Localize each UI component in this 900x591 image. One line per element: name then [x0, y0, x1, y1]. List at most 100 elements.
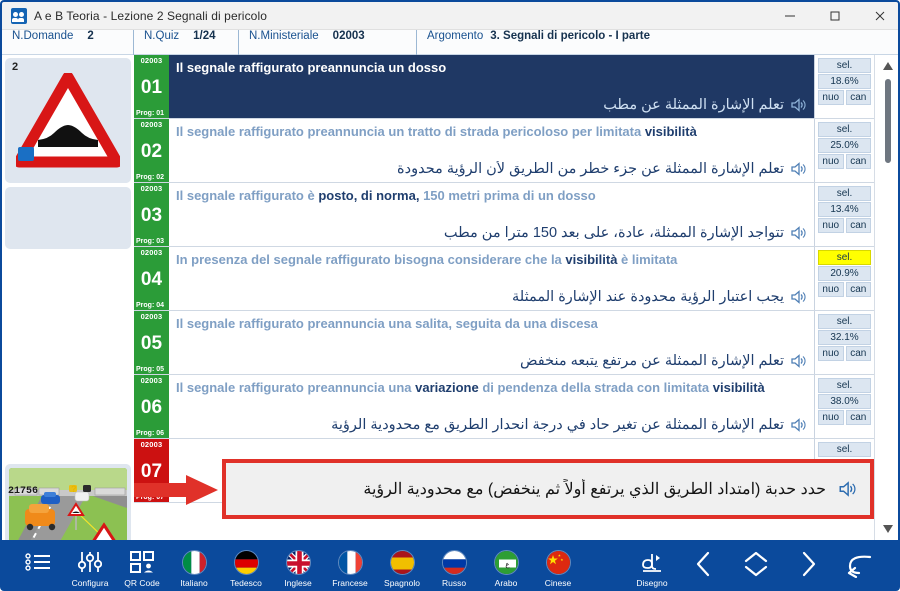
- sliders-icon: [78, 549, 102, 575]
- cancel-button[interactable]: can: [845, 282, 871, 297]
- speaker-icon[interactable]: [790, 161, 806, 177]
- main-area: 2: [2, 55, 898, 561]
- scroll-down-arrow-icon[interactable]: [878, 520, 898, 538]
- toolbar-item-configura[interactable]: Configura: [64, 545, 116, 588]
- translation-box[interactable]: حدد حدبة (امتداد الطريق الذي يرتفع أولاً…: [222, 459, 874, 519]
- stat-sel-label: sel.: [818, 122, 871, 137]
- question-italian: Il segnale raffigurato è posto, di norma…: [176, 188, 786, 204]
- road-sign-card[interactable]: 2: [5, 58, 131, 183]
- table-row[interactable]: 02003 04 Prog: 04 In presenza del segnal…: [134, 247, 874, 311]
- speaker-icon[interactable]: [838, 480, 856, 498]
- toolbar-item-spagnolo[interactable]: Spagnolo: [376, 545, 428, 588]
- next-button[interactable]: [782, 545, 834, 589]
- table-row[interactable]: 02003 01 Prog: 01 Il segnale raffigurato…: [134, 55, 874, 119]
- chevron-updown-icon: [743, 550, 769, 583]
- speaker-icon[interactable]: [790, 353, 806, 369]
- new-button[interactable]: nuo: [818, 218, 844, 233]
- stat-percent: 20.9%: [818, 266, 871, 281]
- scroll-up-arrow-icon[interactable]: [878, 57, 898, 75]
- cancel-button[interactable]: can: [845, 90, 871, 105]
- scrollbar-track[interactable]: [886, 77, 890, 518]
- svg-text:?: ?: [71, 484, 77, 494]
- question-cell[interactable]: Il segnale raffigurato preannuncia una s…: [169, 311, 814, 374]
- stat-percent: 25.0%: [818, 138, 871, 153]
- speaker-icon[interactable]: [790, 225, 806, 241]
- toolbar-item-russo[interactable]: Russo: [428, 545, 480, 588]
- scrollbar-thumb[interactable]: [885, 79, 891, 163]
- question-cell[interactable]: Il segnale raffigurato preannuncia un tr…: [169, 119, 814, 182]
- question-italian: Il segnale raffigurato preannuncia un do…: [176, 60, 786, 76]
- info-value: 02003: [332, 29, 365, 42]
- row-index: 06: [140, 397, 163, 418]
- toolbar-item-disegno[interactable]: Disegno: [626, 545, 678, 588]
- new-button[interactable]: nuo: [818, 90, 844, 105]
- new-button[interactable]: nuo: [818, 410, 844, 425]
- toolbar-label: Configura: [71, 578, 109, 588]
- q-bold: variazione: [415, 380, 479, 395]
- row-index: 01: [140, 77, 163, 98]
- toolbar-label: QR Code: [124, 578, 160, 588]
- question-italian: Il segnale raffigurato preannuncia una v…: [176, 380, 786, 396]
- contacts-icon: [11, 7, 27, 24]
- toolbar-item-cinese[interactable]: Cinese: [532, 545, 584, 588]
- table-row[interactable]: 02003 06 Prog: 06 Il segnale raffigurato…: [134, 375, 874, 439]
- toolbar-item-menu[interactable]: [12, 545, 64, 578]
- updown-button[interactable]: [730, 545, 782, 589]
- row-number-badge: 02003 04 Prog: 04: [134, 247, 169, 310]
- info-value: 1/24: [193, 29, 216, 42]
- cancel-button[interactable]: can: [845, 346, 871, 361]
- toolbar-item-inglese[interactable]: Inglese: [272, 545, 324, 588]
- speaker-icon[interactable]: [790, 289, 806, 305]
- toolbar-item-tedesco[interactable]: Tedesco: [220, 545, 272, 588]
- toolbar-left-group: Configura QR Code: [2, 545, 584, 588]
- stat-sel-label: sel.: [818, 378, 871, 393]
- new-button[interactable]: nuo: [818, 282, 844, 297]
- new-button[interactable]: nuo: [818, 154, 844, 169]
- toolbar-label: Spagnolo: [384, 578, 420, 588]
- toolbar-item-francese[interactable]: Francese: [324, 545, 376, 588]
- row-stats: sel. 32.1% nuo can: [814, 311, 874, 374]
- vertical-scrollbar[interactable]: [874, 55, 898, 540]
- row-code: 02003: [140, 248, 163, 257]
- stat-sel-label: sel.: [818, 442, 871, 457]
- row-index: 05: [140, 333, 163, 354]
- sign-number: 2: [12, 61, 19, 73]
- new-button[interactable]: nuo: [818, 346, 844, 361]
- stat-buttons: nuo can: [818, 218, 871, 233]
- row-code: 02003: [140, 440, 163, 449]
- minimize-button[interactable]: [767, 2, 812, 30]
- speaker-icon[interactable]: [790, 417, 806, 433]
- row-number-badge: 02003 01 Prog: 01: [134, 55, 169, 118]
- row-code: 02003: [140, 120, 163, 129]
- close-button[interactable]: [857, 2, 898, 30]
- chevron-left-icon: [694, 550, 714, 583]
- red-arrow-icon: [134, 475, 218, 505]
- flag-arabic-icon: ع: [493, 549, 519, 575]
- question-cell[interactable]: Il segnale raffigurato preannuncia un do…: [169, 55, 814, 118]
- table-row[interactable]: 02003 02 Prog: 02 Il segnale raffigurato…: [134, 119, 874, 183]
- question-italian: Il segnale raffigurato preannuncia un tr…: [176, 124, 786, 140]
- question-cell[interactable]: Il segnale raffigurato preannuncia una v…: [169, 375, 814, 438]
- question-cell[interactable]: Il segnale raffigurato è posto, di norma…: [169, 183, 814, 246]
- stat-buttons: nuo can: [818, 282, 871, 297]
- table-row[interactable]: 02003 03 Prog: 03 Il segnale raffigurato…: [134, 183, 874, 247]
- toolbar-item-qrcode[interactable]: QR Code: [116, 545, 168, 588]
- maximize-button[interactable]: [812, 2, 857, 30]
- toolbar-label: Inglese: [284, 578, 312, 588]
- toolbar-item-arabo[interactable]: ع Arabo: [480, 545, 532, 588]
- flag-china-icon: [545, 549, 571, 575]
- speaker-icon[interactable]: [790, 97, 806, 113]
- q-bold: visibilità: [565, 252, 618, 267]
- cancel-button[interactable]: can: [845, 410, 871, 425]
- toolbar-item-italiano[interactable]: Italiano: [168, 545, 220, 588]
- question-cell[interactable]: In presenza del segnale raffigurato biso…: [169, 247, 814, 310]
- cancel-button[interactable]: can: [845, 154, 871, 169]
- cancel-button[interactable]: can: [845, 218, 871, 233]
- table-row[interactable]: 02003 05 Prog: 05 Il segnale raffigurato…: [134, 311, 874, 375]
- question-italian: Il segnale raffigurato preannuncia una s…: [176, 316, 786, 332]
- back-button[interactable]: [834, 545, 886, 589]
- left-panel: 2: [2, 55, 134, 561]
- info-label: N.Quiz: [144, 29, 180, 42]
- prev-button[interactable]: [678, 545, 730, 589]
- info-label: N.Domande: [12, 29, 74, 42]
